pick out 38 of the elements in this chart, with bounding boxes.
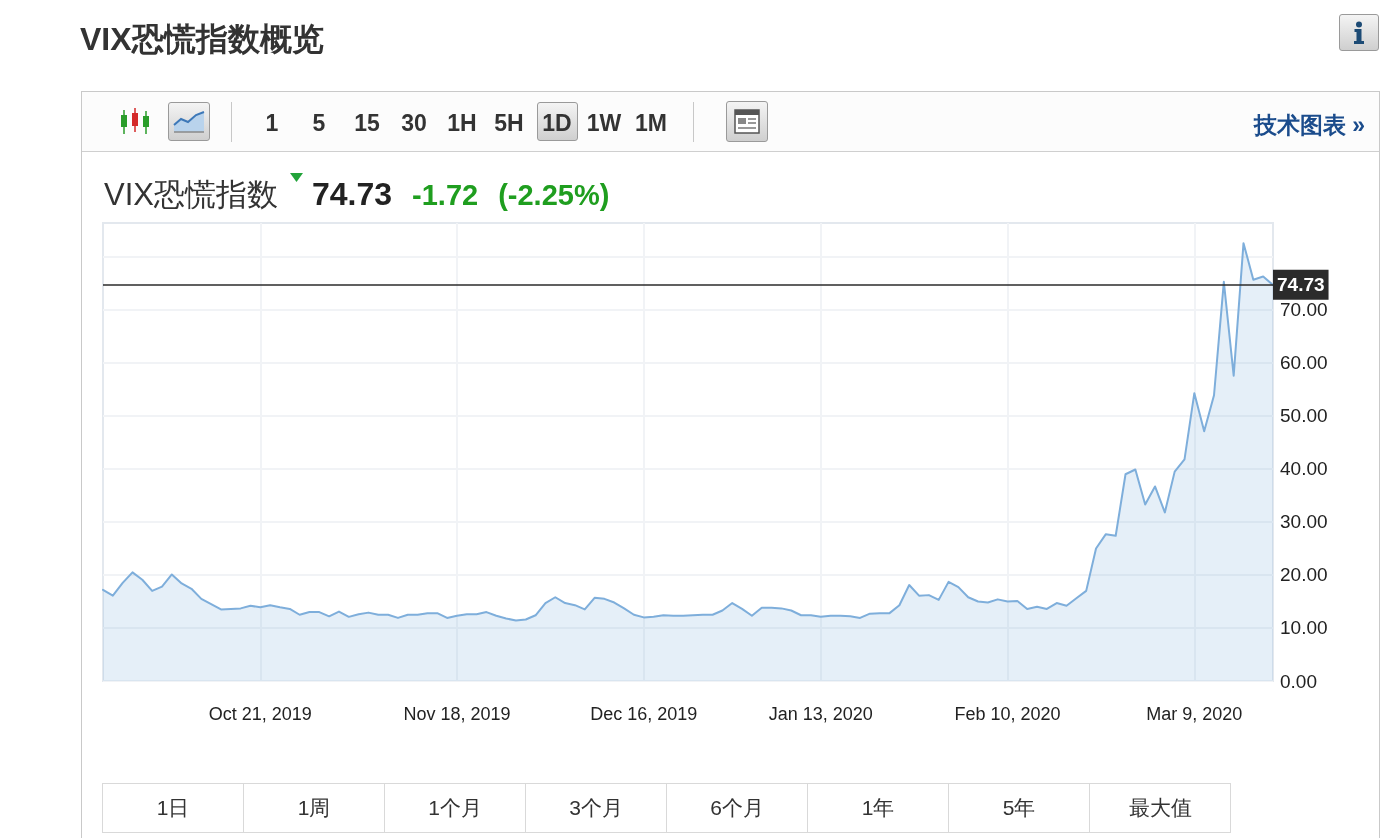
range-button: 5年 (948, 783, 1090, 833)
x-tick-label: Mar 9, 2020 (1146, 704, 1243, 724)
text: 15 (354, 110, 380, 137)
text: 5H (494, 110, 524, 137)
text: 74.73 (311, 176, 393, 213)
range-button: 1个月 (384, 783, 526, 833)
y-tick-label: 30.00 (1280, 511, 1328, 533)
range-button: 3个月 (525, 783, 667, 833)
text: 1M (635, 110, 667, 137)
range-button: 1年 (807, 783, 949, 833)
y-tick-label: 40.00 (1280, 458, 1328, 480)
x-tick-label: Nov 18, 2019 (403, 704, 511, 724)
text: 1D (542, 110, 572, 137)
ref-line-label: 74.73 (1277, 274, 1325, 296)
x-tick-label: Oct 21, 2019 (208, 704, 312, 724)
range-button: 6个月 (666, 783, 808, 833)
y-tick-label: 10.00 (1280, 617, 1328, 639)
x-tick-label: Feb 10, 2020 (954, 704, 1061, 724)
y-tick-label: 20.00 (1280, 564, 1328, 586)
y-tick-label: 50.00 (1280, 405, 1328, 427)
y-tick-label: 0.00 (1280, 670, 1317, 692)
chart-subtitle: VIX恐慌指数 (104, 176, 278, 214)
x-tick-label: Dec 16, 2019 (590, 704, 698, 724)
y-tick-label: 70.00 (1280, 299, 1328, 321)
text: 1W (586, 110, 622, 137)
text: 30 (401, 110, 427, 137)
x-tick-label: Jan 13, 2020 (768, 704, 873, 724)
y-tick-label: 60.00 (1280, 352, 1328, 374)
text: 1 (265, 110, 279, 137)
range-button: 最大值 (1089, 783, 1231, 833)
text: 1H (447, 110, 477, 137)
text: -1.72 (412, 179, 479, 212)
text: 5 (312, 110, 326, 137)
range-button: 1周 (243, 783, 385, 833)
range-button: 1日 (102, 783, 244, 833)
text: 技术图表 » (1253, 111, 1365, 140)
chart-title: VIX恐慌指数概览 (80, 20, 324, 59)
text: (-2.25%) (498, 179, 610, 212)
